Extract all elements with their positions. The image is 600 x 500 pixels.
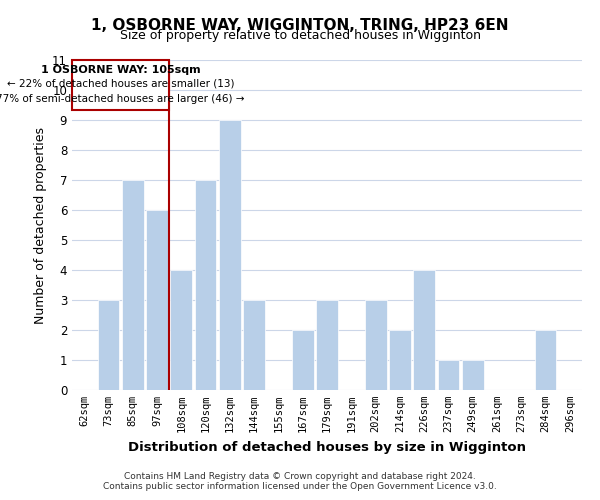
Text: Contains HM Land Registry data © Crown copyright and database right 2024.: Contains HM Land Registry data © Crown c… <box>124 472 476 481</box>
Bar <box>219 120 241 390</box>
FancyBboxPatch shape <box>72 60 169 110</box>
Bar <box>389 330 411 390</box>
Text: Size of property relative to detached houses in Wigginton: Size of property relative to detached ho… <box>119 29 481 42</box>
Text: 1, OSBORNE WAY, WIGGINTON, TRING, HP23 6EN: 1, OSBORNE WAY, WIGGINTON, TRING, HP23 6… <box>91 18 509 32</box>
Text: ← 22% of detached houses are smaller (13): ← 22% of detached houses are smaller (13… <box>7 79 235 89</box>
Bar <box>194 180 217 390</box>
Bar <box>437 360 460 390</box>
Bar <box>170 270 192 390</box>
Bar <box>146 210 168 390</box>
Bar <box>462 360 484 390</box>
Text: 77% of semi-detached houses are larger (46) →: 77% of semi-detached houses are larger (… <box>0 94 245 104</box>
Bar <box>97 300 119 390</box>
Bar <box>413 270 435 390</box>
Text: 1 OSBORNE WAY: 105sqm: 1 OSBORNE WAY: 105sqm <box>41 65 200 75</box>
Text: Contains public sector information licensed under the Open Government Licence v3: Contains public sector information licen… <box>103 482 497 491</box>
X-axis label: Distribution of detached houses by size in Wigginton: Distribution of detached houses by size … <box>128 440 526 454</box>
Bar <box>122 180 143 390</box>
Bar <box>316 300 338 390</box>
Bar <box>243 300 265 390</box>
Y-axis label: Number of detached properties: Number of detached properties <box>34 126 47 324</box>
Bar <box>292 330 314 390</box>
Bar <box>365 300 386 390</box>
Bar <box>535 330 556 390</box>
